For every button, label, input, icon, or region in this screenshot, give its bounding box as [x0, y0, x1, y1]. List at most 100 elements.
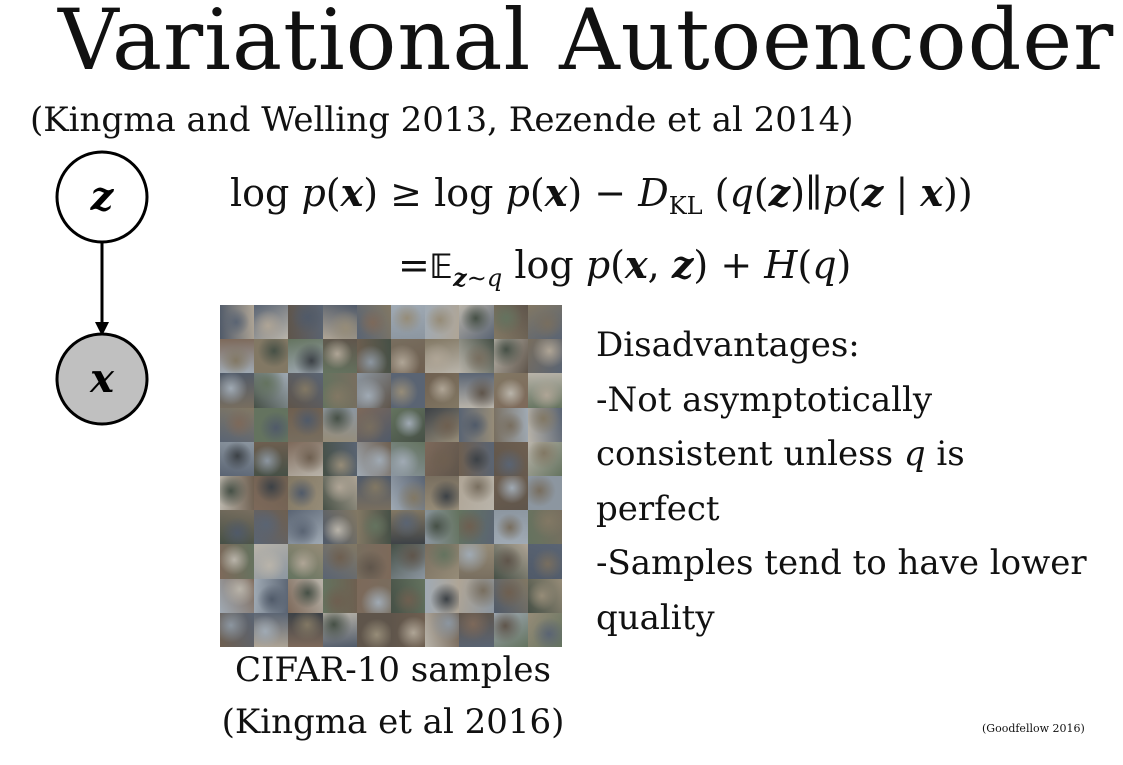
sample-tile	[391, 305, 426, 340]
sample-tile	[322, 407, 357, 442]
disadvantages-line-4: -Samples tend to have lower	[596, 543, 1087, 583]
sample-tile	[322, 612, 357, 647]
disadvantages-line-2-var: q	[903, 434, 926, 474]
eq-log-2: log	[434, 171, 494, 215]
sample-tile	[527, 407, 562, 442]
graphical-model: z x	[55, 150, 149, 426]
sample-tile	[254, 407, 289, 442]
sample-tile	[220, 476, 255, 511]
sample-tile	[425, 510, 460, 545]
cifar-samples-image	[220, 305, 562, 647]
slide-subtitle: (Kingma and Welling 2013, Rezende et al …	[30, 100, 854, 140]
eq-x-2: x	[544, 170, 568, 215]
sample-tile	[459, 407, 494, 442]
sample-tile	[425, 476, 460, 511]
credit-note: (Goodfellow 2016)	[982, 722, 1085, 735]
sample-tile	[254, 339, 289, 374]
disadvantages-line-5: quality	[596, 597, 715, 638]
sample-tile	[527, 544, 562, 579]
sample-tile	[322, 476, 357, 511]
sample-tile	[220, 373, 255, 408]
sample-tile	[425, 578, 460, 613]
eq-D: D	[638, 171, 669, 215]
sample-tile	[254, 441, 289, 476]
eq2-equals: =	[398, 243, 430, 287]
sample-tile	[425, 612, 460, 647]
sample-tile	[527, 373, 562, 408]
sample-tile	[493, 476, 528, 511]
eq2-sub-z: z	[453, 263, 467, 292]
sample-tile	[220, 339, 255, 374]
sample-tile	[459, 578, 494, 613]
eq2-expectation: 𝔼	[429, 247, 454, 287]
eq2-x: x	[624, 242, 648, 287]
sample-tile	[527, 612, 562, 647]
eq-p: p	[301, 171, 326, 215]
sample-tile	[220, 441, 255, 476]
sample-tile	[391, 612, 426, 647]
sample-tile	[220, 407, 255, 442]
sample-tile	[356, 476, 391, 511]
observed-node	[55, 332, 149, 426]
sample-tile	[254, 476, 289, 511]
sample-tile	[220, 510, 255, 545]
eq-log: log	[230, 171, 290, 215]
eq-dbar: ∥	[805, 171, 823, 215]
sample-tile	[527, 578, 562, 613]
sample-tile	[288, 305, 323, 340]
sample-tile	[391, 578, 426, 613]
sample-tile	[425, 441, 460, 476]
eq-x-3: x	[920, 170, 944, 215]
sample-tile	[288, 441, 323, 476]
sample-tile	[493, 544, 528, 579]
samples-citation: (Kingma et al 2016)	[221, 702, 565, 742]
sample-tile	[356, 407, 391, 442]
eq-minus: −	[594, 171, 627, 215]
equation-line-1: log p(x) ≥ log p(x) − DKL (q(z)∥p(z | x)…	[230, 170, 973, 220]
eq-p-3: p	[822, 171, 847, 215]
sample-tile	[493, 339, 528, 374]
sample-tile	[425, 373, 460, 408]
sample-tile	[459, 305, 494, 340]
eq2-p: p	[585, 243, 611, 287]
sample-tile	[493, 441, 528, 476]
sample-tile	[288, 373, 323, 408]
sample-tile	[288, 578, 323, 613]
sample-tile	[425, 544, 460, 579]
sample-tile	[220, 544, 255, 579]
eq-z: z	[768, 170, 791, 215]
sample-tile	[459, 544, 494, 579]
sample-tile	[356, 612, 391, 647]
sample-tile	[254, 578, 289, 613]
sample-tile	[391, 544, 426, 579]
observed-node-label: x	[89, 355, 115, 402]
sample-tile	[459, 476, 494, 511]
sample-tile	[356, 441, 391, 476]
sample-tile	[493, 407, 528, 442]
disadvantages-line-3: perfect	[596, 488, 720, 529]
eq2-z: z	[671, 242, 694, 287]
sample-tile	[322, 441, 357, 476]
sample-tile	[391, 407, 426, 442]
sample-tile	[493, 510, 528, 545]
latent-node	[55, 150, 149, 244]
sample-tile	[356, 510, 391, 545]
sample-tile	[288, 407, 323, 442]
sample-tile	[391, 510, 426, 545]
eq-x: x	[340, 170, 364, 215]
slide-title: Variational Autoencoder	[58, 0, 1115, 89]
sample-tile	[288, 476, 323, 511]
disadvantages-line-1: -Not asymptotically	[596, 379, 933, 420]
disadvantages-line-2-pre: consistent unless	[596, 434, 904, 474]
eq-bar: |	[895, 171, 909, 215]
sample-tile	[493, 305, 528, 340]
eq2-sub-sim-q: ∼q	[466, 264, 503, 292]
disadvantages-line-2-post: is	[925, 434, 965, 474]
sample-tile	[527, 476, 562, 511]
eq2-q: q	[812, 243, 837, 287]
eq-z-2: z	[861, 170, 884, 215]
sample-tile	[493, 612, 528, 647]
eq2-log: log	[514, 243, 574, 287]
sample-tile	[356, 339, 391, 374]
sample-tile	[391, 373, 426, 408]
